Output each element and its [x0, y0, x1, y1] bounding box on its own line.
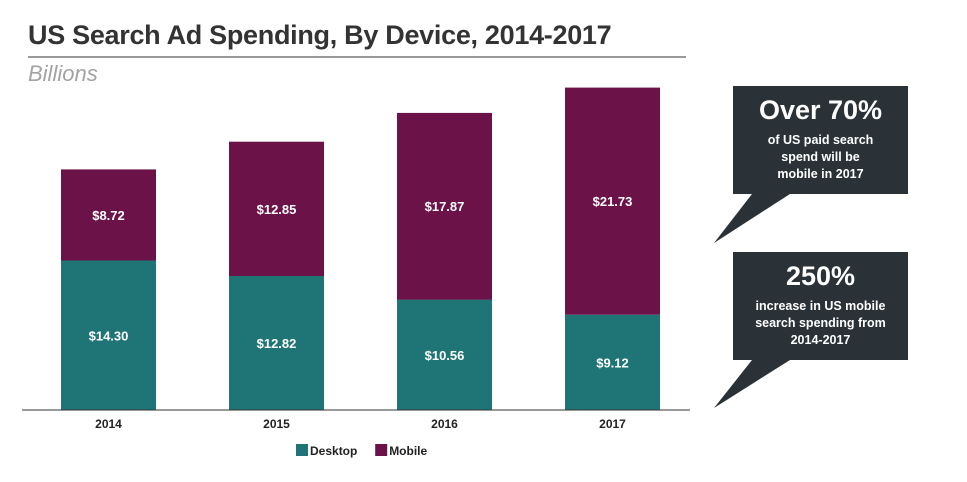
callout-text-line: mobile in 2017	[777, 167, 863, 181]
callout-text-line: of US paid search	[768, 133, 874, 147]
callout-text-line: increase in US mobile	[756, 299, 886, 313]
callout-headline: 250%	[786, 261, 855, 291]
callout-box	[733, 252, 908, 360]
bar-desktop-2016	[397, 299, 492, 410]
bar-mobile-2016	[397, 112, 492, 300]
bar-label-mobile-2017: $21.73	[593, 194, 633, 209]
callout-headline: Over 70%	[759, 95, 882, 125]
x-tick-label: 2014	[95, 417, 122, 431]
bar-label-mobile-2015: $12.85	[257, 202, 297, 217]
bar-mobile-2014	[61, 169, 156, 261]
x-tick-label: 2015	[263, 417, 290, 431]
callout-text-line: search spending from	[755, 316, 886, 330]
bar-label-mobile-2016: $17.87	[425, 199, 465, 214]
bar-mobile-2017	[565, 87, 660, 315]
chart-subtitle: Billions	[28, 61, 98, 86]
callout-text-line: 2014-2017	[791, 333, 851, 347]
bar-label-desktop-2017: $9.12	[596, 355, 629, 370]
bar-desktop-2017	[565, 314, 660, 410]
legend-label-desktop: Desktop	[310, 444, 357, 458]
bar-label-desktop-2014: $14.30	[89, 328, 129, 343]
bar-label-mobile-2014: $8.72	[92, 208, 125, 223]
bar-label-desktop-2015: $12.82	[257, 336, 297, 351]
x-tick-label: 2016	[431, 417, 458, 431]
bar-desktop-2014	[61, 260, 156, 410]
callout-tail	[714, 360, 790, 408]
bar-label-desktop-2016: $10.56	[425, 348, 465, 363]
bar-mobile-2015	[229, 141, 324, 276]
legend-swatch-desktop	[296, 444, 308, 456]
callout-text-line: spend will be	[781, 150, 860, 164]
bar-desktop-2015	[229, 276, 324, 410]
chart-title: US Search Ad Spending, By Device, 2014-2…	[28, 20, 612, 50]
legend-label-mobile: Mobile	[389, 444, 427, 458]
title-divider	[28, 56, 686, 58]
callout-tail	[714, 194, 790, 243]
legend-swatch-mobile	[375, 444, 388, 456]
callout-box	[733, 86, 908, 194]
x-tick-label: 2017	[599, 417, 626, 431]
